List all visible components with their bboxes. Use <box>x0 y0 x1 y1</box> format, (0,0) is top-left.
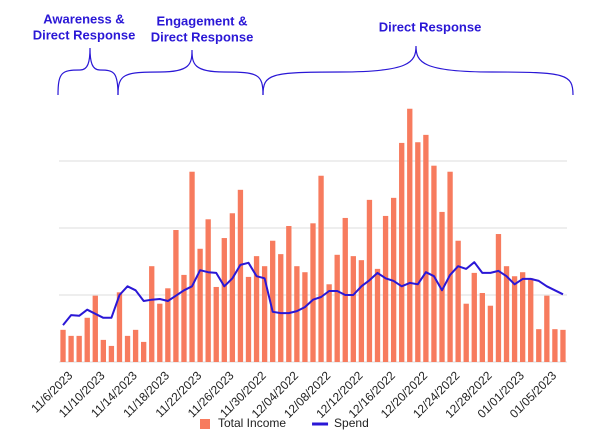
annotation: Direct Response <box>379 19 482 34</box>
bar <box>350 256 356 362</box>
bar <box>544 295 550 362</box>
bar <box>68 335 74 362</box>
bar <box>511 276 518 362</box>
bar <box>108 345 115 362</box>
bar <box>181 274 187 362</box>
legend-swatch <box>200 419 210 429</box>
bar <box>92 295 98 362</box>
bar <box>261 266 268 362</box>
bar <box>334 254 340 362</box>
bar <box>294 266 300 362</box>
bar <box>431 165 437 362</box>
braces <box>57 45 574 96</box>
bar <box>76 335 82 362</box>
legend-label: Total Income <box>218 416 286 430</box>
bar <box>447 171 453 362</box>
bar <box>374 268 381 362</box>
bar <box>318 175 324 362</box>
brace <box>117 49 264 96</box>
bar <box>455 240 461 362</box>
bar <box>165 288 171 362</box>
bar <box>528 278 534 362</box>
bar <box>536 329 542 362</box>
bar <box>560 329 566 362</box>
bar <box>84 317 90 362</box>
bar <box>124 335 131 362</box>
brace <box>262 45 574 96</box>
bar <box>286 225 292 362</box>
bar <box>463 303 469 362</box>
bar <box>495 234 502 362</box>
bar <box>100 339 107 362</box>
bar <box>310 223 316 362</box>
bar <box>278 254 284 362</box>
bar <box>487 305 494 362</box>
bar <box>326 284 332 362</box>
bar <box>253 256 260 362</box>
bar <box>423 134 429 362</box>
bar <box>519 272 526 362</box>
bar <box>302 272 308 362</box>
bar <box>197 248 203 362</box>
bar <box>382 215 389 362</box>
bar <box>237 189 244 362</box>
bar <box>213 286 219 362</box>
line <box>62 261 564 326</box>
bar <box>415 142 421 362</box>
bar <box>270 240 276 362</box>
bar <box>407 108 413 363</box>
bar <box>245 276 252 362</box>
bar <box>229 213 236 362</box>
bar <box>479 292 485 362</box>
bar <box>439 211 445 362</box>
bar <box>205 219 211 362</box>
annotation: Engagement & <box>156 13 247 28</box>
legend-label: Spend <box>334 416 369 430</box>
bar <box>116 292 123 362</box>
brace <box>57 47 119 96</box>
bar <box>60 329 66 362</box>
bar <box>358 260 365 362</box>
bar <box>221 238 227 362</box>
bar <box>552 329 558 362</box>
bar <box>189 171 195 362</box>
annotation: Awareness & <box>43 11 124 26</box>
bar <box>342 217 348 362</box>
bar <box>503 266 510 362</box>
annotation: Direct Response <box>151 29 254 44</box>
bar <box>141 341 147 362</box>
bar <box>471 272 477 362</box>
bar <box>399 142 405 362</box>
bar <box>149 266 155 362</box>
annotation: Direct Response <box>33 27 136 42</box>
bar <box>157 303 163 362</box>
bar <box>132 329 139 362</box>
